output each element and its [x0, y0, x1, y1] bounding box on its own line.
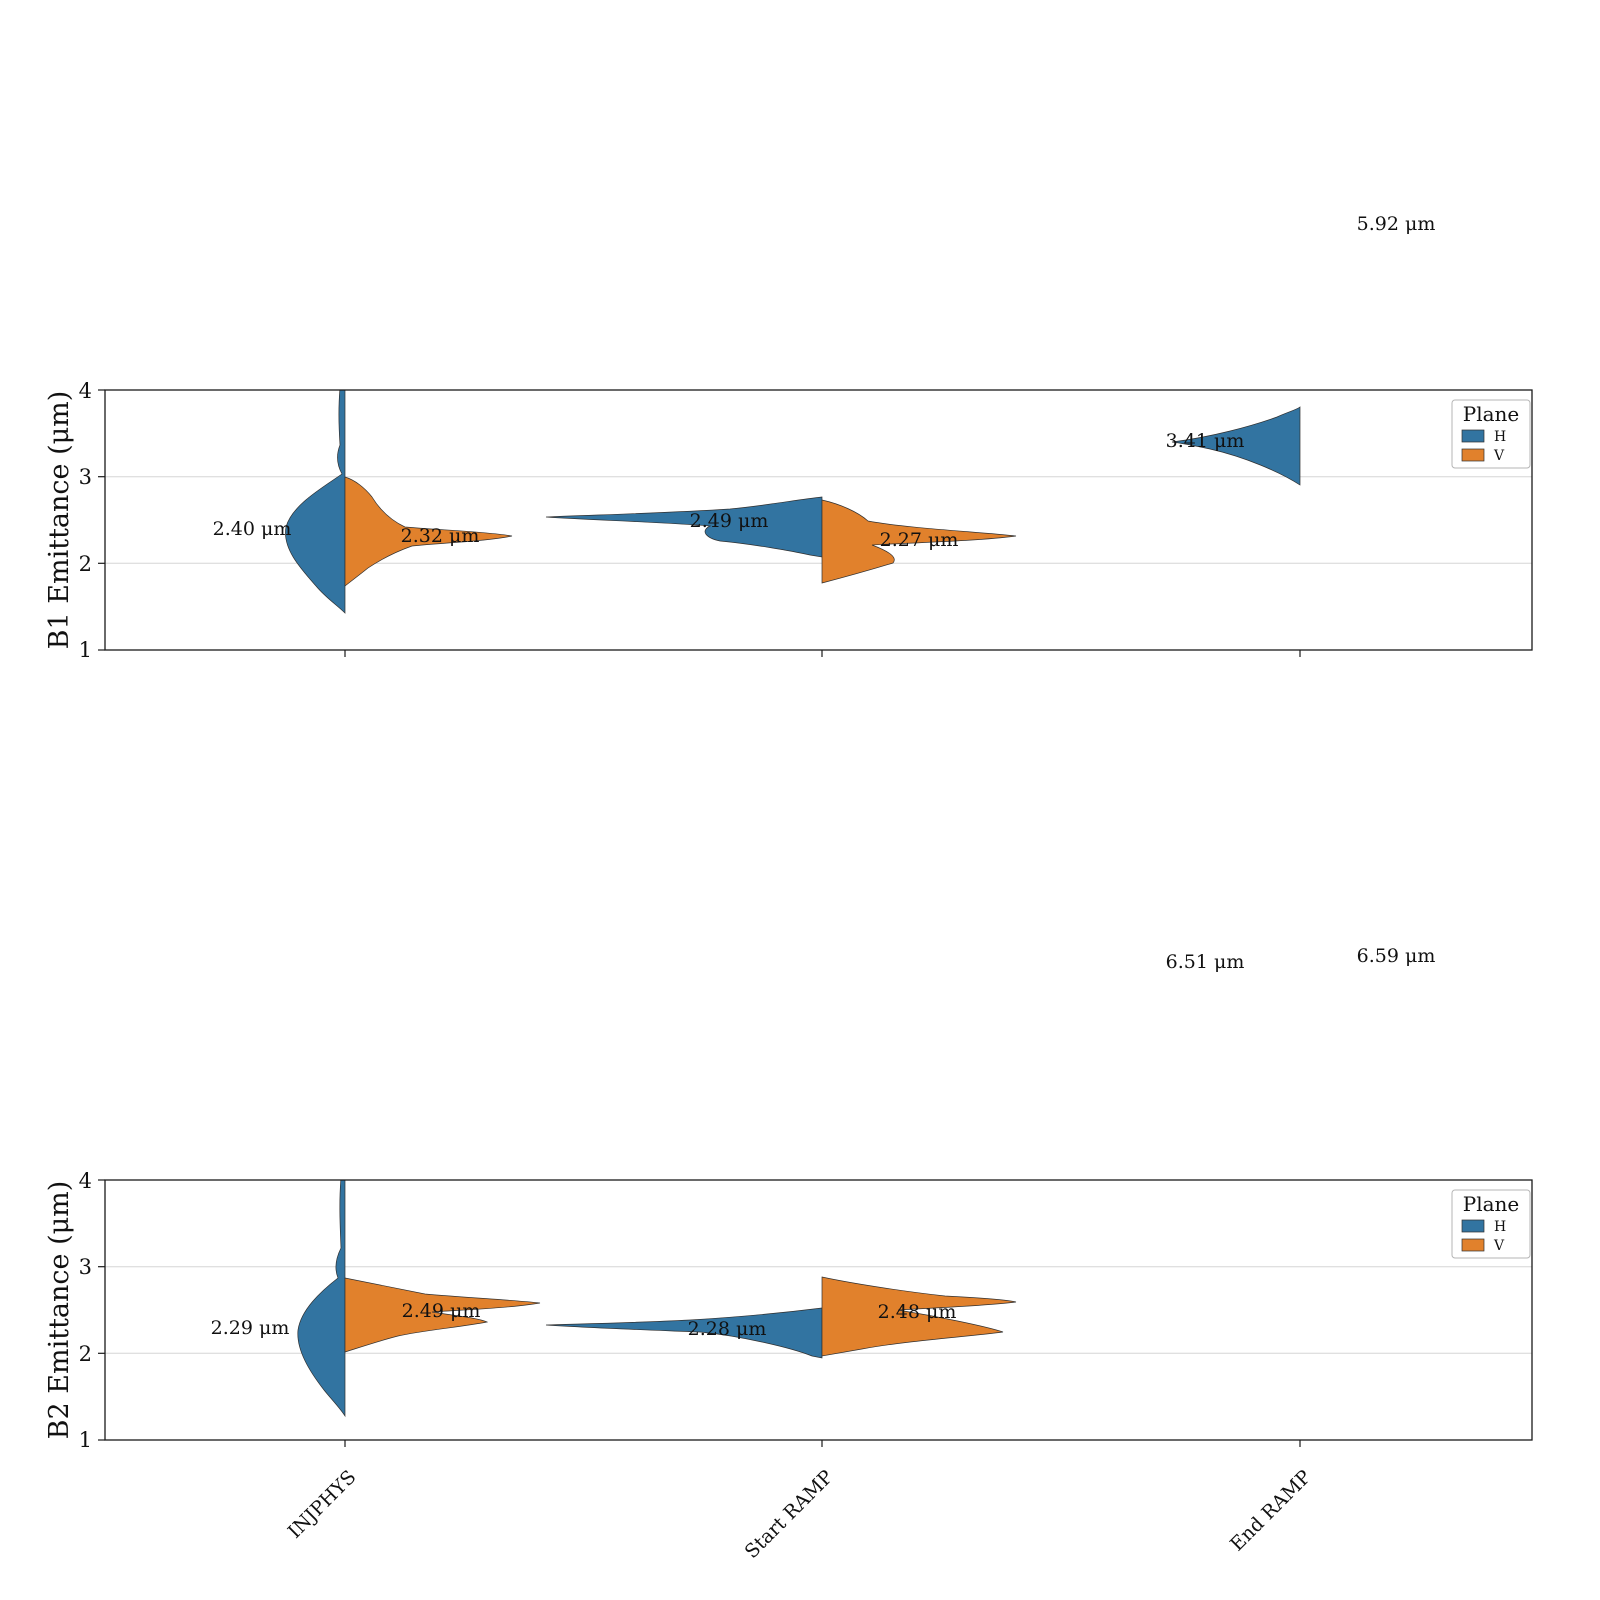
b2-mean-label-startramp-h: 2.28 μm: [688, 1318, 767, 1340]
b1-legend-swatch-v: [1461, 448, 1485, 462]
b1-mean-label-endramp-v-offscale: 5.92 μm: [1357, 213, 1436, 235]
b1-mean-label-startramp-v: 2.27 μm: [880, 529, 959, 551]
violin-b2-injphys-v: [344, 1277, 541, 1353]
b2-legend: Plane H V: [1451, 1189, 1531, 1259]
b2-legend-swatch-v: [1461, 1238, 1485, 1252]
b1-axes-border: [104, 389, 1533, 651]
b1-legend-title: Plane: [1463, 402, 1520, 426]
b1-mean-label-injphys-v: 2.32 μm: [401, 525, 480, 547]
b1-ytick-label-3: 3: [79, 465, 92, 489]
b2-axes-border: [104, 1179, 1533, 1441]
b1-legend: Plane H V: [1451, 399, 1531, 469]
violin-b1-startramp-v: [821, 499, 1017, 584]
b2-violins: [297, 1180, 1017, 1418]
b1-subplot: 2.40 μm 2.32 μm 2.49 μm 2.27 μm 3.41 μm …: [44, 213, 1533, 662]
b2-mean-label-injphys-h: 2.29 μm: [211, 1317, 290, 1339]
b2-y-axis-label: B2 Emittance (μm): [44, 1181, 75, 1440]
b2-ytick-label-3: 3: [79, 1255, 92, 1279]
b1-mean-label-endramp-h: 3.41 μm: [1166, 430, 1245, 452]
b2-mean-label-endramp-h-offscale: 6.51 μm: [1166, 951, 1245, 973]
b1-legend-label-h: H: [1494, 429, 1506, 445]
b2-mean-label-injphys-v: 2.49 μm: [402, 1300, 481, 1322]
b2-legend-label-v: V: [1493, 1238, 1505, 1254]
b2-legend-label-h: H: [1494, 1219, 1506, 1235]
violin-b1-endramp-h: [1171, 406, 1301, 486]
violin-b2-startramp-h: [545, 1307, 823, 1359]
b1-y-axis-label: B1 Emittance (μm): [44, 391, 75, 650]
b2-legend-swatch-h: [1461, 1219, 1485, 1233]
violin-b2-startramp-v: [821, 1276, 1017, 1357]
b1-legend-label-v: V: [1493, 448, 1505, 464]
b1-ytick-label-2: 2: [79, 552, 92, 576]
xtick-label-endramp: End RAMP: [1226, 1466, 1316, 1556]
xtick-label-injphys: INJPHYS: [284, 1466, 361, 1543]
violin-b1-injphys-h: [285, 390, 346, 614]
b2-ytick-label-2: 2: [79, 1342, 92, 1366]
b1-mean-label-startramp-h: 2.49 μm: [690, 510, 769, 532]
xtick-label-startramp: Start RAMP: [741, 1466, 838, 1563]
b2-legend-title: Plane: [1463, 1192, 1520, 1216]
b1-violins: [285, 390, 1301, 614]
b2-subplot: 6.51 μm 6.59 μm 2.29 μm 2.49 μm 2.28 μm …: [44, 945, 1533, 1563]
b1-ytick-label-4: 4: [79, 379, 92, 403]
b2-ytick-label-1: 1: [79, 1428, 92, 1452]
b1-mean-label-injphys-h: 2.40 μm: [213, 518, 292, 540]
b2-ytick-label-4: 4: [79, 1169, 92, 1193]
b2-mean-label-endramp-v-offscale: 6.59 μm: [1357, 945, 1436, 967]
b1-ytick-label-1: 1: [79, 638, 92, 662]
violin-b2-injphys-h: [297, 1180, 346, 1418]
b1-legend-swatch-h: [1461, 429, 1485, 443]
b2-mean-label-startramp-v: 2.48 μm: [878, 1301, 957, 1323]
violin-b1-startramp-h: [545, 496, 823, 558]
violin-b1-injphys-v: [344, 476, 513, 587]
